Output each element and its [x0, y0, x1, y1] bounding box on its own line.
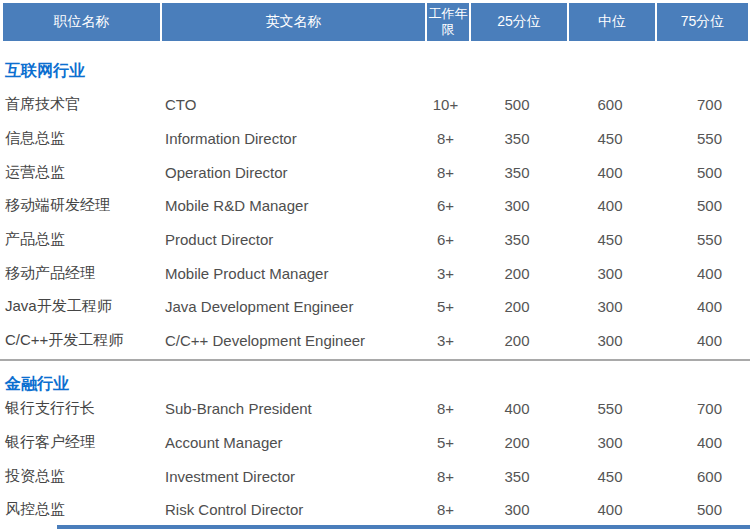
- cell-years: 8+: [422, 400, 469, 417]
- cell-p25: 350: [469, 468, 565, 485]
- cell-p25: 350: [469, 231, 565, 248]
- cell-median: 600: [565, 96, 655, 113]
- cell-p25: 200: [469, 434, 565, 451]
- cell-p25: 200: [469, 265, 565, 282]
- cell-en: CTO: [160, 96, 422, 113]
- section-title-internet-industry: 互联网行业: [5, 61, 85, 82]
- cell-name: C/C++开发工程师: [0, 331, 160, 350]
- cell-p75: 700: [655, 96, 750, 113]
- cell-median: 400: [565, 164, 655, 181]
- cell-median: 300: [565, 434, 655, 451]
- table-row: 银行支行行长Sub-Branch President8+400550700: [0, 392, 750, 426]
- cell-name: 首席技术官: [0, 95, 160, 114]
- cell-p75: 600: [655, 468, 750, 485]
- cell-years: 8+: [422, 501, 469, 518]
- next-table-header-sliver: [57, 525, 750, 529]
- cell-p25: 400: [469, 400, 565, 417]
- table-row: 信息总监Information Director8+350450550: [0, 122, 750, 156]
- cell-years: 6+: [422, 231, 469, 248]
- table-row: Java开发工程师Java Development Engineer5+2003…: [0, 290, 750, 324]
- cell-en: Account Manager: [160, 434, 422, 451]
- cell-median: 450: [565, 231, 655, 248]
- section-divider: [0, 359, 750, 361]
- cell-en: Product Director: [160, 231, 422, 248]
- cell-years: 3+: [422, 265, 469, 282]
- table-row: C/C++开发工程师C/C++ Development Engineer3+20…: [0, 324, 750, 358]
- section-rows-internet-industry: 首席技术官CTO10+500600700信息总监Information Dire…: [0, 88, 750, 358]
- table-row: 产品总监Product Director6+350450550: [0, 223, 750, 257]
- cell-p25: 300: [469, 501, 565, 518]
- cell-name: 银行支行行长: [0, 399, 160, 418]
- cell-p75: 400: [655, 332, 750, 349]
- column-header-75th-percentile: 75分位: [657, 3, 748, 41]
- cell-p75: 500: [655, 197, 750, 214]
- cell-p25: 500: [469, 96, 565, 113]
- cell-p25: 200: [469, 298, 565, 315]
- cell-p25: 350: [469, 164, 565, 181]
- cell-p25: 200: [469, 332, 565, 349]
- cell-p75: 400: [655, 265, 750, 282]
- cell-years: 3+: [422, 332, 469, 349]
- cell-name: Java开发工程师: [0, 297, 160, 316]
- table-row: 运营总监Operation Director8+350400500: [0, 155, 750, 189]
- column-header-english-name: 英文名称: [162, 3, 425, 41]
- cell-median: 300: [565, 298, 655, 315]
- cell-years: 5+: [422, 298, 469, 315]
- table-row: 银行客户经理Account Manager5+200300400: [0, 426, 750, 460]
- cell-name: 移动端研发经理: [0, 196, 160, 215]
- cell-p75: 700: [655, 400, 750, 417]
- column-header-median: 中位: [569, 3, 655, 41]
- cell-en: Mobile Product Manager: [160, 265, 422, 282]
- table-row: 投资总监Investment Director8+350450600: [0, 459, 750, 493]
- cell-median: 300: [565, 332, 655, 349]
- cell-name: 移动产品经理: [0, 264, 160, 283]
- column-header-position-name: 职位名称: [3, 3, 160, 41]
- cell-en: Risk Control Director: [160, 501, 422, 518]
- table-row: 风控总监Risk Control Director8+300400500: [0, 493, 750, 527]
- cell-years: 8+: [422, 468, 469, 485]
- cell-p75: 500: [655, 164, 750, 181]
- table-row: 移动产品经理Mobile Product Manager3+200300400: [0, 256, 750, 290]
- cell-median: 400: [565, 501, 655, 518]
- cell-median: 300: [565, 265, 655, 282]
- section-rows-finance-industry: 银行支行行长Sub-Branch President8+400550700银行客…: [0, 392, 750, 527]
- cell-p25: 350: [469, 130, 565, 147]
- cell-name: 投资总监: [0, 467, 160, 486]
- cell-years: 6+: [422, 197, 469, 214]
- cell-median: 550: [565, 400, 655, 417]
- cell-en: C/C++ Development Engineer: [160, 332, 422, 349]
- cell-en: Operation Director: [160, 164, 422, 181]
- cell-p25: 300: [469, 197, 565, 214]
- cell-en: Sub-Branch President: [160, 400, 422, 417]
- table-row: 首席技术官CTO10+500600700: [0, 88, 750, 122]
- column-header-25th-percentile: 25分位: [471, 3, 567, 41]
- cell-en: Java Development Engineer: [160, 298, 422, 315]
- cell-years: 5+: [422, 434, 469, 451]
- column-header-work-years: 工作年限: [427, 3, 469, 41]
- cell-p75: 500: [655, 501, 750, 518]
- cell-median: 450: [565, 468, 655, 485]
- cell-name: 信息总监: [0, 129, 160, 148]
- cell-p75: 550: [655, 130, 750, 147]
- cell-name: 风控总监: [0, 500, 160, 519]
- cell-median: 450: [565, 130, 655, 147]
- salary-table-page: 职位名称 英文名称 工作年限 25分位 中位 75分位 互联网行业 首席技术官C…: [0, 0, 750, 529]
- cell-median: 400: [565, 197, 655, 214]
- cell-years: 8+: [422, 164, 469, 181]
- cell-years: 8+: [422, 130, 469, 147]
- cell-p75: 400: [655, 298, 750, 315]
- table-row: 移动端研发经理Mobile R&D Manager6+300400500: [0, 189, 750, 223]
- cell-en: Investment Director: [160, 468, 422, 485]
- table-header-row: 职位名称 英文名称 工作年限 25分位 中位 75分位: [3, 3, 748, 41]
- cell-name: 产品总监: [0, 230, 160, 249]
- cell-p75: 550: [655, 231, 750, 248]
- cell-name: 银行客户经理: [0, 433, 160, 452]
- cell-name: 运营总监: [0, 163, 160, 182]
- cell-p75: 400: [655, 434, 750, 451]
- cell-en: Mobile R&D Manager: [160, 197, 422, 214]
- cell-en: Information Director: [160, 130, 422, 147]
- cell-years: 10+: [422, 96, 469, 113]
